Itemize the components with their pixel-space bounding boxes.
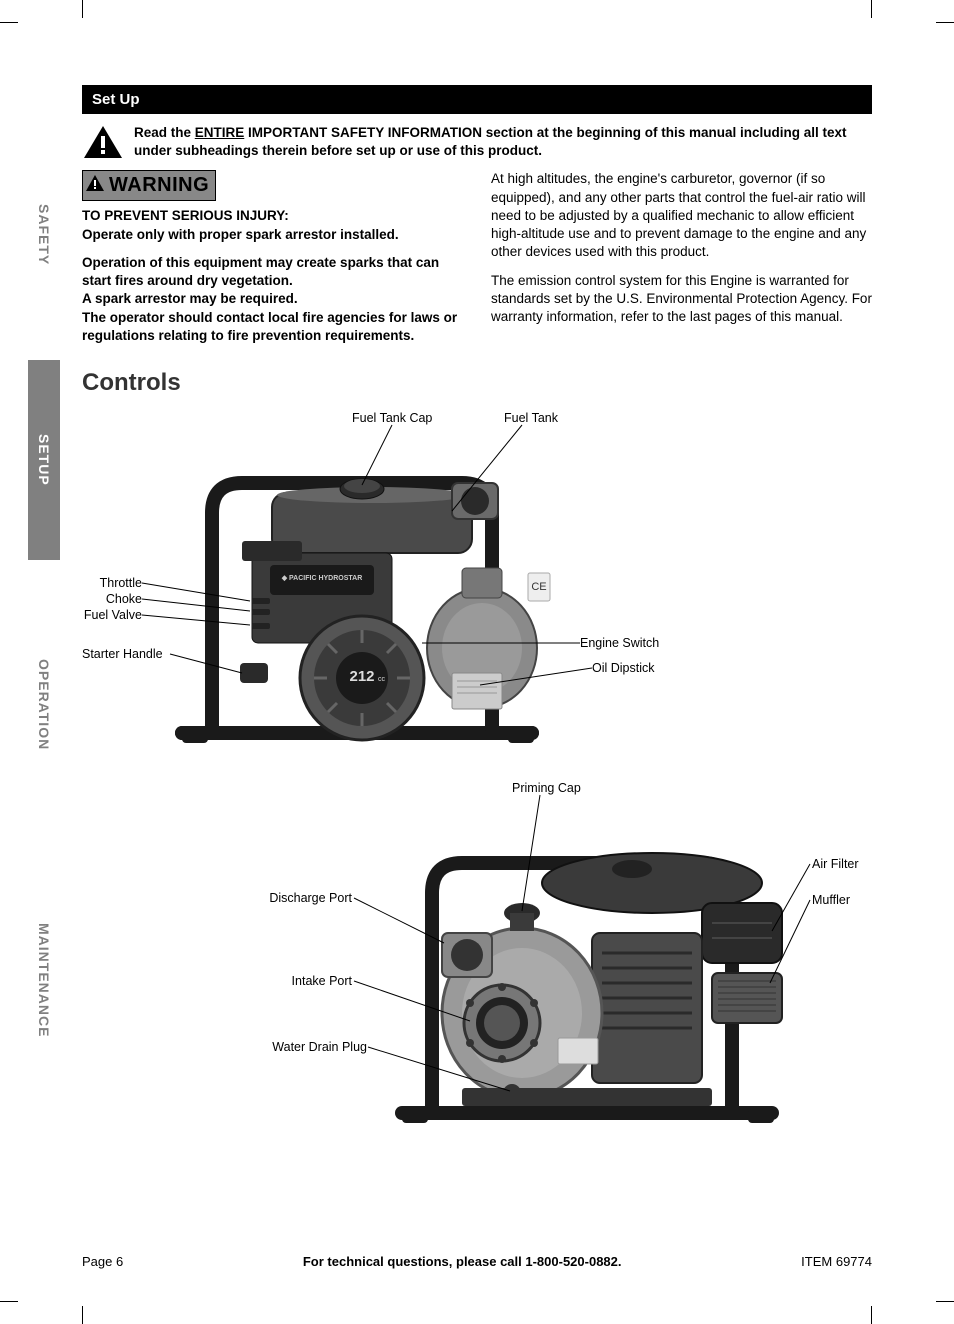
right-column: At high altitudes, the engine's carburet… [491,170,872,355]
warning-badge-label: WARNING [109,172,209,199]
page-footer: Page 6 For technical questions, please c… [82,1254,872,1269]
left-p2-text: Operate only with proper spark arrestor … [82,227,399,242]
page-content: Set Up Read the ENTIRE IMPORTANT SAFETY … [82,85,872,1148]
side-tab-setup: SETUP [28,360,60,560]
crop-mark [82,1306,83,1324]
warning-badge-icon [85,174,105,197]
crop-mark [82,0,83,18]
right-p2: The emission control system for this Eng… [491,272,872,327]
two-column-body: WARNING TO PREVENT SERIOUS INJURY: Operat… [82,170,872,355]
right-p1: At high altitudes, the engine's carburet… [491,170,872,261]
left-p1: TO PREVENT SERIOUS INJURY: Operate only w… [82,207,463,243]
side-tab-operation: OPERATION [28,580,60,830]
crop-mark [0,1301,18,1302]
side-nav-tabs: SAFETY SETUP OPERATION MAINTENANCE [28,130,62,1130]
controls-heading: Controls [82,369,872,397]
crop-mark [871,1306,872,1324]
crop-mark [0,22,18,23]
intro-text: Read the ENTIRE IMPORTANT SAFETY INFORMA… [134,124,872,160]
leader-lines-2 [82,773,872,1153]
crop-mark [871,0,872,18]
left-p1-text: TO PREVENT SERIOUS INJURY: [82,208,289,223]
intro-row: Read the ENTIRE IMPORTANT SAFETY INFORMA… [82,124,872,160]
side-tab-safety: SAFETY [28,130,60,340]
warning-badge: WARNING [82,170,216,201]
left-column: WARNING TO PREVENT SERIOUS INJURY: Operat… [82,170,463,355]
intro-entire: ENTIRE [195,125,245,140]
footer-support: For technical questions, please call 1-8… [303,1254,622,1269]
left-p5-text: The operator should contact local fire a… [82,310,457,343]
footer-page: Page 6 [82,1254,123,1269]
footer-item: ITEM 69774 [801,1254,872,1269]
section-heading-bar: Set Up [82,85,872,114]
left-p3-text: Operation of this equipment may create s… [82,255,439,288]
left-p3: Operation of this equipment may create s… [82,254,463,345]
controls-diagram-area: ◆ PACIFIC HYDROSTAR 212 cc [82,403,872,1148]
intro-prefix: Read the [134,125,195,140]
warning-triangle-icon [82,124,124,160]
side-tab-maintenance: MAINTENANCE [28,850,60,1110]
left-p4-text: A spark arrestor may be required. [82,291,298,306]
leader-lines-1 [82,403,872,773]
crop-mark [936,1301,954,1302]
crop-mark [936,22,954,23]
